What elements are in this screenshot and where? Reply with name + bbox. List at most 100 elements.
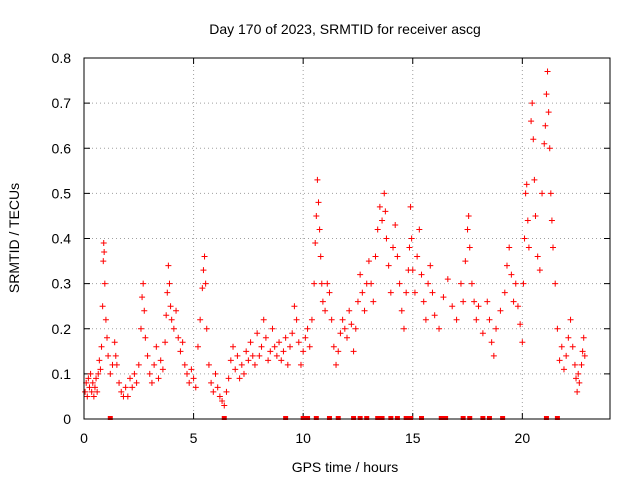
data-point xyxy=(139,294,146,301)
data-point xyxy=(251,361,258,368)
data-point xyxy=(512,280,519,287)
data-point xyxy=(262,334,269,341)
data-point xyxy=(141,307,148,314)
data-point xyxy=(238,361,245,368)
data-point xyxy=(444,276,451,283)
data-point xyxy=(165,262,172,269)
data-point xyxy=(514,303,521,310)
data-point xyxy=(471,298,478,305)
data-point xyxy=(348,321,355,328)
data-point xyxy=(86,384,93,391)
data-point xyxy=(429,289,436,296)
data-point xyxy=(151,361,158,368)
data-point xyxy=(521,235,528,242)
data-point xyxy=(522,190,529,197)
data-point xyxy=(291,303,298,310)
data-point xyxy=(230,343,237,350)
data-point xyxy=(465,212,472,219)
data-point xyxy=(427,262,434,269)
data-point xyxy=(308,316,315,323)
data-point xyxy=(554,325,561,332)
data-point xyxy=(194,343,201,350)
data-point xyxy=(192,384,199,391)
data-point xyxy=(361,307,368,314)
data-point xyxy=(420,298,427,305)
data-point xyxy=(297,361,304,368)
data-point xyxy=(318,280,325,287)
data-point xyxy=(256,352,263,359)
data-point xyxy=(234,352,241,359)
data-point xyxy=(365,258,372,265)
data-point xyxy=(545,109,552,116)
data-point xyxy=(579,348,586,355)
data-point xyxy=(197,316,204,323)
data-point xyxy=(519,339,526,346)
data-point xyxy=(271,343,278,350)
data-point xyxy=(111,339,118,346)
data-point xyxy=(162,339,169,346)
data-point xyxy=(322,307,329,314)
data-point xyxy=(341,325,348,332)
data-point xyxy=(186,379,193,386)
data-point xyxy=(571,361,578,368)
data-point xyxy=(201,253,208,260)
data-point xyxy=(524,217,531,224)
data-point xyxy=(179,339,186,346)
data-point xyxy=(96,357,103,364)
data-point xyxy=(133,379,140,386)
data-point xyxy=(346,307,353,314)
data-point xyxy=(135,361,142,368)
data-point xyxy=(394,253,401,260)
chart-title: Day 170 of 2023, SRMTID for receiver asc… xyxy=(209,21,481,37)
data-point xyxy=(240,370,247,377)
data-point xyxy=(100,258,107,265)
data-point xyxy=(501,289,508,296)
data-point xyxy=(490,352,497,359)
data-point xyxy=(293,316,300,323)
data-point xyxy=(273,352,280,359)
data-point xyxy=(102,316,109,323)
data-point xyxy=(337,330,344,337)
data-point xyxy=(468,280,475,287)
data-point xyxy=(82,388,89,395)
x-axis-label: GPS time / hours xyxy=(292,459,399,475)
data-point xyxy=(580,334,587,341)
data-point xyxy=(175,334,182,341)
data-point xyxy=(574,388,581,395)
data-point xyxy=(488,339,495,346)
data-point xyxy=(357,271,364,278)
data-point xyxy=(556,357,563,364)
data-point xyxy=(313,212,320,219)
data-point xyxy=(578,361,585,368)
data-point xyxy=(374,226,381,233)
data-point xyxy=(508,271,515,278)
data-point xyxy=(552,280,559,287)
data-point xyxy=(155,375,162,382)
data-point xyxy=(205,361,212,368)
data-point xyxy=(276,339,283,346)
data-point xyxy=(214,384,221,391)
data-point xyxy=(223,388,230,395)
data-point xyxy=(84,393,91,400)
data-point xyxy=(140,280,147,287)
data-point xyxy=(531,176,538,183)
data-point xyxy=(344,334,350,341)
data-point xyxy=(558,343,565,350)
data-point xyxy=(544,68,551,75)
data-point xyxy=(267,348,274,355)
data-point xyxy=(370,298,377,305)
data-point xyxy=(146,370,153,377)
data-point xyxy=(475,303,482,310)
data-point xyxy=(542,122,549,129)
data-point xyxy=(396,280,403,287)
data-point xyxy=(85,375,92,382)
data-point xyxy=(510,298,517,305)
data-point xyxy=(560,366,567,373)
data-point xyxy=(278,357,285,364)
data-point xyxy=(330,343,337,350)
data-point xyxy=(411,289,418,296)
data-point xyxy=(243,348,250,355)
x-tick-label: 5 xyxy=(190,430,198,446)
data-point xyxy=(569,343,576,350)
